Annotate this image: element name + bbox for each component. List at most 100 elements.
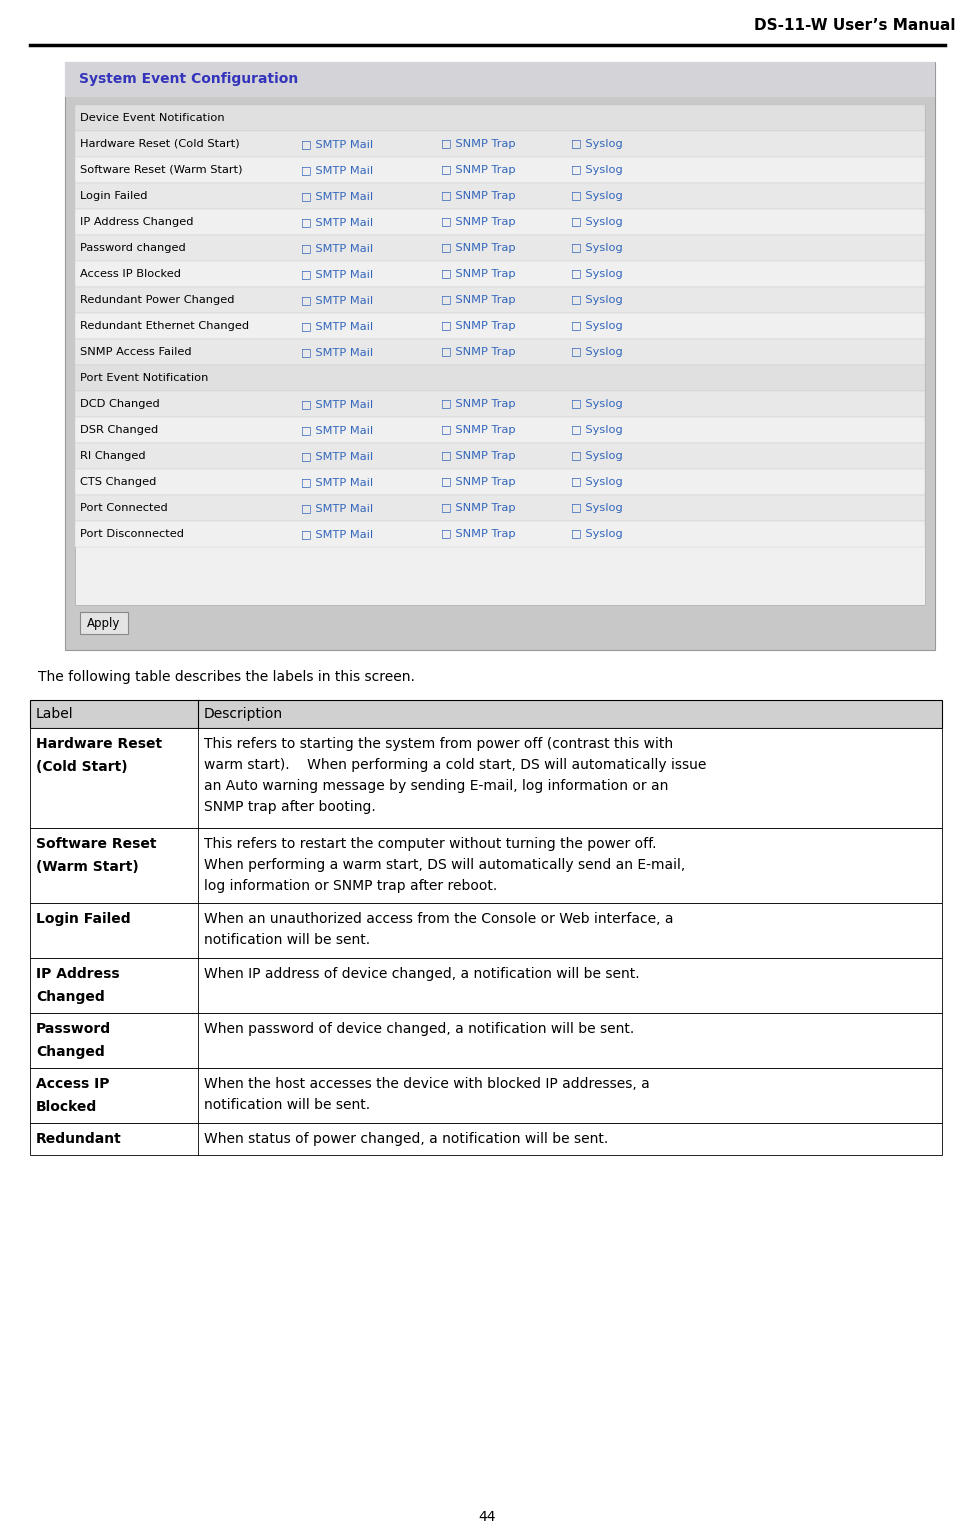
Bar xyxy=(75,106,925,131)
Text: □ Syslog: □ Syslog xyxy=(571,139,623,148)
Text: □ SMTP Mail: □ SMTP Mail xyxy=(301,191,373,200)
Text: Access IP Blocked: Access IP Blocked xyxy=(80,269,181,278)
Text: The following table describes the labels in this screen.: The following table describes the labels… xyxy=(38,670,415,683)
Text: □ SNMP Trap: □ SNMP Trap xyxy=(441,503,516,514)
Text: □ SMTP Mail: □ SMTP Mail xyxy=(301,243,373,252)
Text: This refers to restart the computer without turning the power off.
When performi: This refers to restart the computer with… xyxy=(204,836,685,893)
Text: RI Changed: RI Changed xyxy=(80,451,145,462)
Bar xyxy=(30,829,942,904)
Bar xyxy=(75,106,925,605)
Bar xyxy=(65,63,935,650)
Bar xyxy=(75,183,925,209)
Bar xyxy=(30,959,942,1014)
Bar xyxy=(75,443,925,469)
Bar xyxy=(30,904,942,959)
Text: 44: 44 xyxy=(479,1511,495,1524)
Text: When the host accesses the device with blocked IP addresses, a
notification will: When the host accesses the device with b… xyxy=(204,1076,649,1112)
Bar xyxy=(75,391,925,417)
Text: Password changed: Password changed xyxy=(80,243,186,252)
Text: □ Syslog: □ Syslog xyxy=(571,243,623,252)
Text: □ SNMP Trap: □ SNMP Trap xyxy=(441,425,516,434)
Text: When status of power changed, a notification will be sent.: When status of power changed, a notifica… xyxy=(204,1131,608,1147)
Text: CTS Changed: CTS Changed xyxy=(80,477,156,488)
Text: Port Event Notification: Port Event Notification xyxy=(80,373,209,382)
Bar xyxy=(30,1067,942,1122)
Text: □ Syslog: □ Syslog xyxy=(571,477,623,488)
Bar xyxy=(75,521,925,547)
Text: Hardware Reset
(Cold Start): Hardware Reset (Cold Start) xyxy=(36,737,162,774)
Text: When an unauthorized access from the Console or Web interface, a
notification wi: When an unauthorized access from the Con… xyxy=(204,911,674,946)
Text: □ SMTP Mail: □ SMTP Mail xyxy=(301,165,373,174)
Text: □ SMTP Mail: □ SMTP Mail xyxy=(301,477,373,488)
Bar xyxy=(75,495,925,521)
Text: □ SNMP Trap: □ SNMP Trap xyxy=(441,243,516,252)
Bar xyxy=(75,209,925,235)
Text: □ Syslog: □ Syslog xyxy=(571,165,623,174)
Text: □ Syslog: □ Syslog xyxy=(571,347,623,356)
Text: □ Syslog: □ Syslog xyxy=(571,503,623,514)
Text: □ SNMP Trap: □ SNMP Trap xyxy=(441,139,516,148)
Text: □ Syslog: □ Syslog xyxy=(571,269,623,278)
Text: IP Address
Changed: IP Address Changed xyxy=(36,966,120,1005)
Bar xyxy=(65,63,935,96)
Bar xyxy=(75,131,925,157)
Bar xyxy=(75,287,925,313)
Bar xyxy=(75,365,925,391)
Text: □ SNMP Trap: □ SNMP Trap xyxy=(441,529,516,540)
Text: □ SMTP Mail: □ SMTP Mail xyxy=(301,295,373,304)
Text: Redundant Power Changed: Redundant Power Changed xyxy=(80,295,235,304)
Text: □ Syslog: □ Syslog xyxy=(571,295,623,304)
Text: Device Event Notification: Device Event Notification xyxy=(80,113,224,122)
Text: □ Syslog: □ Syslog xyxy=(571,425,623,434)
Text: System Event Configuration: System Event Configuration xyxy=(79,72,298,87)
Text: IP Address Changed: IP Address Changed xyxy=(80,217,193,226)
Bar xyxy=(75,339,925,365)
Text: SNMP Access Failed: SNMP Access Failed xyxy=(80,347,192,356)
Text: DS-11-W User’s Manual: DS-11-W User’s Manual xyxy=(754,18,955,34)
Text: □ SNMP Trap: □ SNMP Trap xyxy=(441,477,516,488)
Text: □ SNMP Trap: □ SNMP Trap xyxy=(441,191,516,200)
Text: □ SNMP Trap: □ SNMP Trap xyxy=(441,217,516,226)
Text: Software Reset
(Warm Start): Software Reset (Warm Start) xyxy=(36,836,157,873)
Text: □ SMTP Mail: □ SMTP Mail xyxy=(301,451,373,462)
Text: □ Syslog: □ Syslog xyxy=(571,451,623,462)
Text: Redundant: Redundant xyxy=(36,1131,122,1147)
Text: □ SMTP Mail: □ SMTP Mail xyxy=(301,347,373,356)
Text: □ SMTP Mail: □ SMTP Mail xyxy=(301,269,373,278)
Text: Label: Label xyxy=(36,706,74,722)
Text: □ SNMP Trap: □ SNMP Trap xyxy=(441,295,516,304)
Text: Hardware Reset (Cold Start): Hardware Reset (Cold Start) xyxy=(80,139,240,148)
Text: □ Syslog: □ Syslog xyxy=(571,529,623,540)
Bar xyxy=(75,261,925,287)
Text: □ SNMP Trap: □ SNMP Trap xyxy=(441,321,516,330)
Text: Redundant Ethernet Changed: Redundant Ethernet Changed xyxy=(80,321,250,330)
Bar xyxy=(75,235,925,261)
Text: □ Syslog: □ Syslog xyxy=(571,191,623,200)
Bar xyxy=(30,728,942,829)
Text: □ SMTP Mail: □ SMTP Mail xyxy=(301,399,373,408)
Text: □ SNMP Trap: □ SNMP Trap xyxy=(441,451,516,462)
Text: Login Failed: Login Failed xyxy=(36,911,131,927)
Text: DSR Changed: DSR Changed xyxy=(80,425,158,434)
Text: When password of device changed, a notification will be sent.: When password of device changed, a notif… xyxy=(204,1021,635,1037)
Text: □ Syslog: □ Syslog xyxy=(571,399,623,408)
Text: Port Disconnected: Port Disconnected xyxy=(80,529,184,540)
Text: □ Syslog: □ Syslog xyxy=(571,217,623,226)
Bar xyxy=(75,417,925,443)
Text: Port Connected: Port Connected xyxy=(80,503,168,514)
Text: □ Syslog: □ Syslog xyxy=(571,321,623,330)
Text: Login Failed: Login Failed xyxy=(80,191,147,200)
Bar xyxy=(75,469,925,495)
Text: □ SMTP Mail: □ SMTP Mail xyxy=(301,321,373,330)
Bar xyxy=(30,700,942,728)
Bar xyxy=(75,157,925,183)
Text: □ SMTP Mail: □ SMTP Mail xyxy=(301,139,373,148)
Text: □ SMTP Mail: □ SMTP Mail xyxy=(301,503,373,514)
Text: DCD Changed: DCD Changed xyxy=(80,399,160,408)
Bar xyxy=(80,612,128,635)
Text: □ SNMP Trap: □ SNMP Trap xyxy=(441,347,516,356)
Text: Password
Changed: Password Changed xyxy=(36,1021,111,1058)
Text: □ SNMP Trap: □ SNMP Trap xyxy=(441,399,516,408)
Text: □ SNMP Trap: □ SNMP Trap xyxy=(441,269,516,278)
Text: When IP address of device changed, a notification will be sent.: When IP address of device changed, a not… xyxy=(204,966,640,982)
